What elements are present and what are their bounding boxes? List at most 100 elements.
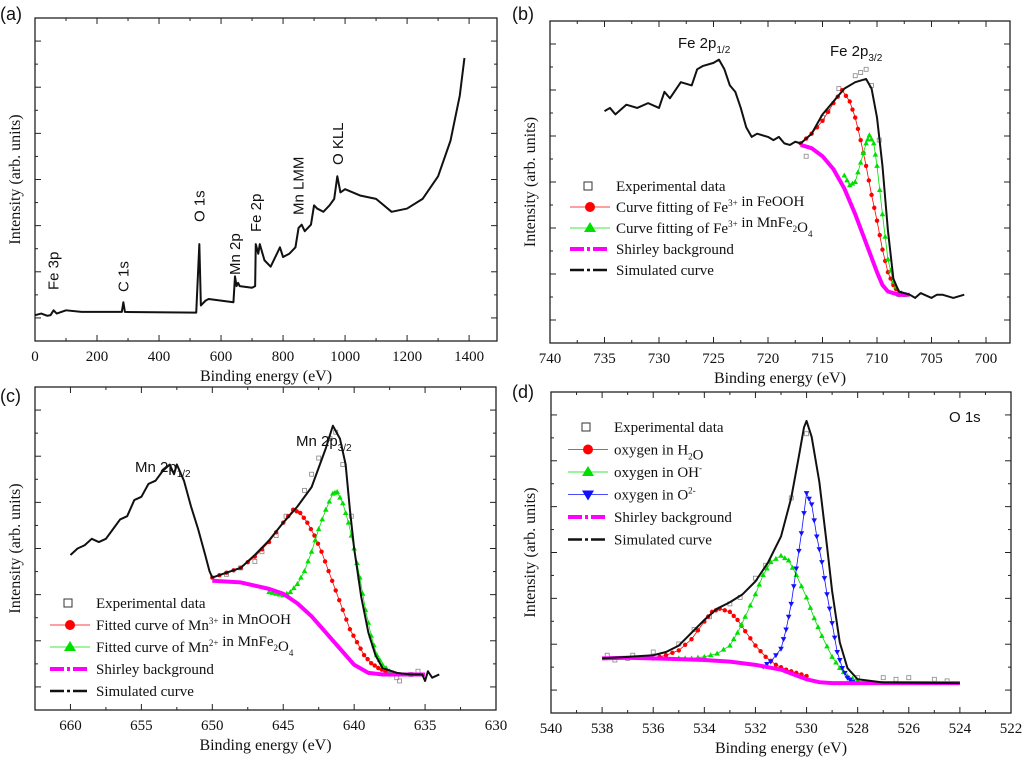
legend-item: Simulated curve [570, 263, 714, 279]
legend-label-part: 3+ [728, 219, 738, 229]
data-point [372, 663, 377, 668]
panel-c: 660 655 650 645 640 635 630 Binding energy (eV)… [0, 386, 507, 754]
data-point [742, 613, 749, 619]
shirley-background [800, 143, 910, 297]
data-point [326, 568, 331, 574]
fit-curve-green [841, 132, 908, 297]
data-point [319, 516, 326, 522]
legend-label-part: 2 [793, 224, 798, 234]
data-point [714, 650, 720, 656]
data-point [804, 431, 809, 437]
panel-title: O 1s [949, 409, 981, 426]
data-point [819, 632, 825, 638]
legend-label: Shirley background [96, 662, 214, 678]
data-point [287, 589, 294, 595]
x-tick-label: 600 [210, 349, 233, 365]
data-point [365, 656, 370, 662]
series-line [34, 57, 466, 317]
legend-item: Experimental data [63, 596, 206, 612]
data-point [870, 140, 877, 146]
data-point [863, 163, 869, 169]
data-point [773, 653, 779, 659]
data-point [833, 659, 839, 665]
data-point [738, 621, 745, 627]
y-axis-label: Intensity (arb. units) [7, 483, 24, 613]
legend-item: Shirley background [568, 510, 732, 526]
legend-item: Shirley background [570, 242, 734, 258]
panel-b: 740 735 730 725 720 715 710 705 700 Binding energ… [512, 4, 1011, 387]
data-point [806, 496, 812, 502]
x-tick-label: 700 [975, 351, 998, 367]
legend-label: Curve fitting of Fe3+ in MnFe2O4 [616, 215, 813, 239]
panel-label: (d) [512, 382, 534, 402]
data-point [807, 604, 814, 610]
legend-label-part: Simulated curve [616, 263, 714, 279]
data-point [269, 589, 276, 595]
data-point [358, 646, 363, 651]
series-line [653, 608, 807, 677]
data-point [735, 617, 740, 623]
data-point [843, 93, 849, 99]
legend-label-part: 3+ [728, 198, 738, 208]
x-tick-label: 655 [130, 718, 153, 734]
legend-label: Simulated curve [614, 533, 712, 549]
data-point [815, 624, 821, 630]
x-tick-label: 660 [59, 718, 82, 734]
data-point [789, 564, 796, 570]
data-point [866, 178, 872, 183]
panel-label: (b) [512, 4, 534, 24]
legend-item: Experimental data [581, 420, 724, 436]
data-point [906, 675, 912, 681]
x-tick-label: 538 [591, 721, 614, 737]
peak-label: Mn 2p [227, 233, 244, 275]
data-point [819, 560, 825, 566]
simulated-curve [34, 57, 466, 317]
legend-item: Curve fitting of Fe3+ in MnFe2O4 [570, 215, 813, 239]
panel-a: 0 200 400 600 800 1000 1200 1400 Binding energy … [0, 4, 498, 385]
x-tick-label: 524 [949, 721, 972, 737]
data-point [880, 247, 885, 252]
data-point [322, 506, 329, 512]
data-point [863, 66, 869, 72]
peak-label-subscript: 1/2 [177, 469, 191, 480]
plot-frame [34, 17, 498, 342]
data-point [397, 678, 402, 684]
peak-label: Mn 2p3/2 [296, 433, 352, 454]
legend-label: Simulated curve [616, 263, 714, 279]
legend-label-part: 4 [289, 648, 294, 658]
data-point [855, 169, 861, 175]
legend-label-part: Fitted curve of Mn [96, 640, 209, 656]
legend-label-part: Simulated curve [614, 533, 712, 549]
data-point [876, 187, 883, 193]
peak-label-text: Mn 2p [135, 459, 177, 476]
plot-frame [550, 391, 1012, 714]
legend-marker [582, 466, 594, 476]
legend-label: Experimental data [96, 596, 206, 612]
legend-label: Shirley background [614, 510, 732, 526]
data-point [880, 675, 886, 681]
peak-label: Mn 2p1/2 [135, 459, 191, 480]
shirley-background [602, 655, 960, 686]
data-point [345, 519, 352, 525]
panel-label: (a) [0, 4, 22, 24]
x-tick-label: 1200 [392, 349, 422, 365]
series-line [212, 578, 426, 677]
data-point [773, 662, 779, 668]
legend-item: oxygen in O2- [568, 486, 696, 504]
data-point [801, 511, 807, 517]
legend-marker [583, 444, 593, 455]
data-point [351, 633, 356, 638]
legend-label-part: in MnOOH [218, 612, 291, 628]
data-point [689, 636, 694, 642]
x-tick-label: 735 [593, 351, 616, 367]
x-tick-label: 0 [31, 349, 39, 365]
x-tick-label: 720 [757, 351, 780, 367]
data-point [316, 455, 322, 461]
data-point [846, 182, 853, 188]
peak-label-subscript: 3/2 [338, 443, 352, 454]
data-point [831, 635, 838, 641]
peak-label-text: Fe 2p [678, 35, 716, 52]
data-point [874, 162, 880, 168]
